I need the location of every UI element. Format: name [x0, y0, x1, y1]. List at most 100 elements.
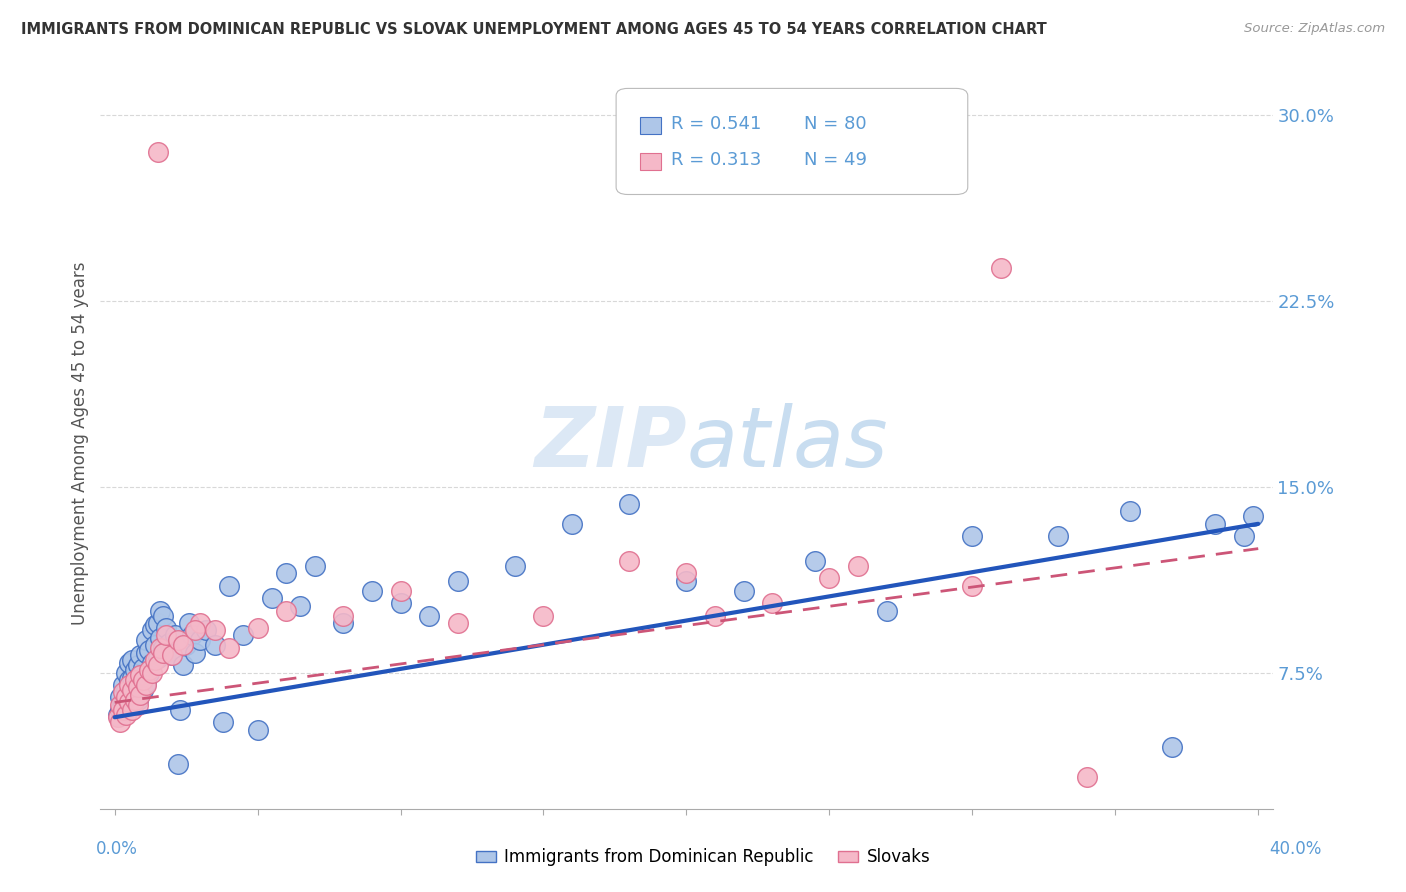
Point [146, 145, 169, 159]
FancyBboxPatch shape [616, 88, 967, 194]
Point [174, 638, 197, 652]
Point [115, 665, 138, 680]
Point [246, 621, 269, 635]
Point [332, 615, 354, 630]
Point [118, 690, 141, 705]
Point [129, 668, 152, 682]
Point [180, 628, 202, 642]
Point [361, 583, 384, 598]
Point [110, 715, 132, 730]
Point [149, 604, 172, 618]
Point [733, 583, 755, 598]
Point [1118, 504, 1140, 518]
Point [1076, 770, 1098, 784]
Point [107, 707, 129, 722]
Text: IMMIGRANTS FROM DOMINICAN REPUBLIC VS SLOVAK UNEMPLOYMENT AMONG AGES 45 TO 54 YE: IMMIGRANTS FROM DOMINICAN REPUBLIC VS SL… [21, 22, 1047, 37]
Point [152, 608, 174, 623]
Point [675, 574, 697, 588]
Point [135, 675, 157, 690]
Point [118, 656, 141, 670]
Point [160, 648, 183, 663]
Point [246, 723, 269, 737]
Point [112, 703, 135, 717]
Point [112, 685, 135, 699]
Point [1241, 509, 1264, 524]
Point [846, 559, 869, 574]
Point [143, 638, 166, 652]
FancyBboxPatch shape [640, 153, 661, 170]
Legend: Immigrants from Dominican Republic, Slovaks: Immigrants from Dominican Republic, Slov… [467, 840, 939, 875]
Point [141, 665, 163, 680]
Point [195, 624, 218, 638]
Point [118, 673, 141, 687]
Point [304, 559, 326, 574]
Text: R = 0.541: R = 0.541 [671, 114, 762, 133]
Point [962, 579, 984, 593]
Point [152, 646, 174, 660]
Point [212, 715, 235, 730]
Point [132, 683, 155, 698]
Point [121, 671, 143, 685]
Point [129, 668, 152, 682]
Point [389, 596, 412, 610]
Text: atlas: atlas [686, 402, 889, 483]
Point [132, 673, 155, 687]
Text: Source: ZipAtlas.com: Source: ZipAtlas.com [1244, 22, 1385, 36]
Point [135, 678, 157, 692]
Point [172, 658, 194, 673]
Point [818, 571, 841, 585]
Point [1233, 529, 1256, 543]
Point [704, 608, 727, 623]
Point [129, 688, 152, 702]
FancyBboxPatch shape [640, 117, 661, 134]
Point [418, 608, 440, 623]
Point [110, 690, 132, 705]
Point [155, 646, 177, 660]
Point [204, 624, 226, 638]
Point [143, 618, 166, 632]
Point [110, 703, 132, 717]
Point [1161, 739, 1184, 754]
Point [138, 665, 160, 680]
Point [276, 566, 298, 581]
Point [118, 678, 141, 692]
Text: ZIP: ZIP [534, 402, 686, 483]
Point [135, 633, 157, 648]
Point [190, 615, 212, 630]
Point [141, 656, 163, 670]
Point [232, 628, 254, 642]
Point [127, 658, 149, 673]
Point [121, 688, 143, 702]
Point [127, 681, 149, 695]
Text: 0.0%: 0.0% [96, 840, 138, 858]
Point [962, 529, 984, 543]
Point [107, 710, 129, 724]
Point [121, 703, 143, 717]
Point [115, 698, 138, 712]
Point [561, 516, 583, 531]
Y-axis label: Unemployment Among Ages 45 to 54 years: Unemployment Among Ages 45 to 54 years [72, 261, 89, 625]
Point [218, 579, 240, 593]
Point [121, 683, 143, 698]
Point [124, 681, 146, 695]
Point [127, 675, 149, 690]
Point [619, 554, 641, 568]
Point [155, 621, 177, 635]
Point [533, 608, 555, 623]
Point [1047, 529, 1070, 543]
Point [155, 628, 177, 642]
Point [146, 658, 169, 673]
Text: N = 80: N = 80 [804, 114, 866, 133]
Point [124, 663, 146, 677]
Point [124, 693, 146, 707]
Point [204, 638, 226, 652]
Point [129, 648, 152, 663]
Point [166, 757, 188, 772]
Point [141, 624, 163, 638]
Point [121, 653, 143, 667]
Point [149, 631, 172, 645]
Point [804, 554, 827, 568]
Point [149, 640, 172, 655]
Point [1204, 516, 1226, 531]
Point [332, 608, 354, 623]
